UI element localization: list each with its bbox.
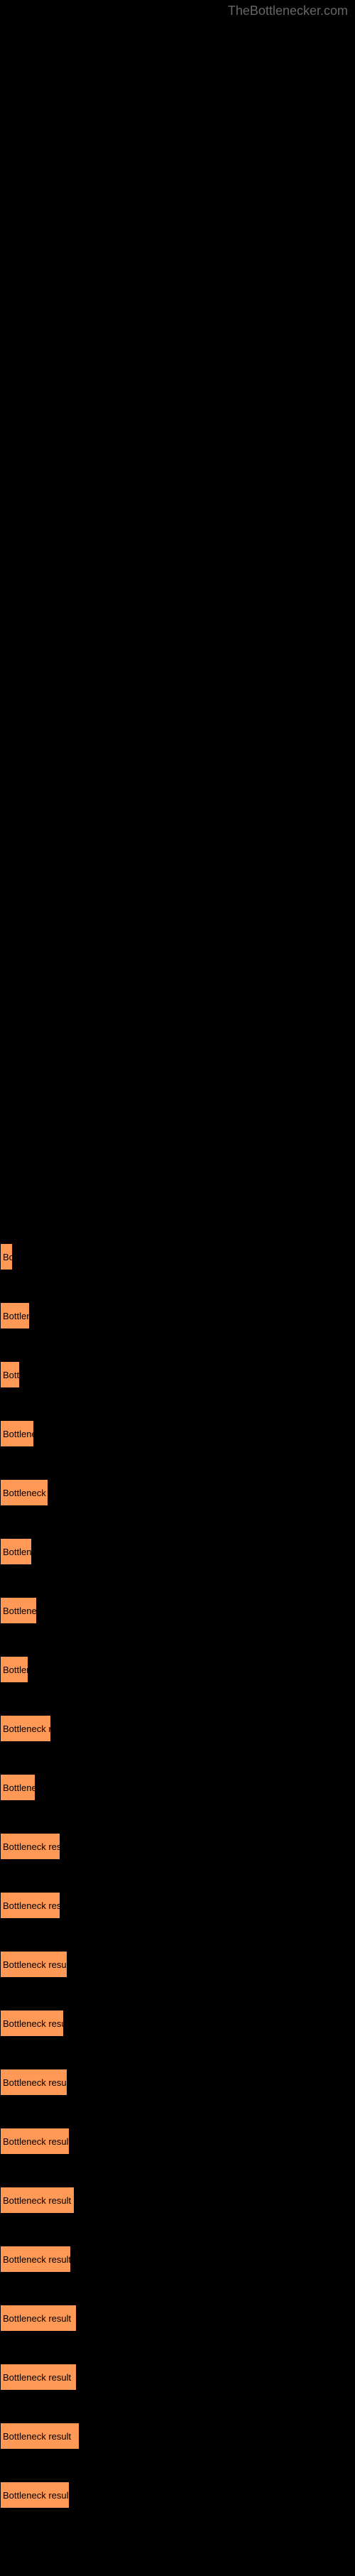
bar-row: Bottleneck result <box>0 2187 355 2214</box>
bar-row: Bottleneck result <box>0 1892 355 1919</box>
bar-row: Bottlene <box>0 1302 355 1329</box>
bar: Bottleneck result <box>0 2128 70 2155</box>
bar: Bottleneck result <box>0 2069 67 2096</box>
bar-label: Bottleneck res <box>3 1723 51 1734</box>
bar-label: Bottlenec <box>3 1547 32 1557</box>
bar-row: Bottleneck <box>0 1774 355 1801</box>
bar: Bottleneck result <box>0 2364 77 2391</box>
bar-label: Bottleneck result <box>3 2136 70 2147</box>
bar-label: Bottleneck result <box>3 2195 71 2206</box>
bar: Bottleneck <box>0 1774 36 1801</box>
bar: Bottleneck result <box>0 2010 64 2037</box>
bar: Bottleneck <box>0 1597 37 1624</box>
bar-label: Bottleneck re <box>3 1488 48 1498</box>
bar-row: Bo <box>0 1243 355 1270</box>
bar: Bottleneck result <box>0 1951 67 1978</box>
bar-label: Bottleneck result <box>3 1959 67 1970</box>
bar: Bottleneck result <box>0 2246 71 2273</box>
bar-label: Bottleneck result <box>3 2254 71 2265</box>
bar-row: Bottleneck result <box>0 2010 355 2037</box>
bar-label: Bottleneck result <box>3 2431 71 2442</box>
bar-row: Bottleneck result <box>0 2069 355 2096</box>
bar: Bottleneck result <box>0 1833 60 1860</box>
bar-row: Bottleneck <box>0 1420 355 1447</box>
bar-label: Bo <box>3 1252 13 1262</box>
bar-row: Bottl <box>0 1361 355 1388</box>
bar-label: Bottleneck <box>3 1782 36 1793</box>
bar-label: Bottleneck result <box>3 2490 70 2501</box>
bar-label: Bottlene <box>3 1311 30 1321</box>
bar-label: Bottleneck result <box>3 2313 71 2324</box>
bar-label: Bottleneck <box>3 1606 37 1616</box>
bar-label: Bottleneck result <box>3 1900 60 1911</box>
bar: Bottlene <box>0 1656 28 1683</box>
bar-row: Bottleneck result <box>0 2364 355 2391</box>
bar-row: Bottleneck result <box>0 1951 355 1978</box>
bar-label: Bottleneck <box>3 1429 34 1439</box>
bar-label: Bottleneck result <box>3 2018 64 2029</box>
bar: Bottl <box>0 1361 20 1388</box>
bar-row: Bottleneck result <box>0 2246 355 2273</box>
bar-row: Bottlene <box>0 1656 355 1683</box>
bar: Bottleneck res <box>0 1715 51 1742</box>
bar-row: Bottleneck <box>0 1597 355 1624</box>
bar: Bottleneck result <box>0 1892 60 1919</box>
watermark-text: TheBottlenecker.com <box>228 4 348 18</box>
bar-row: Bottleneck res <box>0 1715 355 1742</box>
bar-label: Bottlene <box>3 1665 28 1675</box>
bar: Bo <box>0 1243 13 1270</box>
bar-label: Bottleneck result <box>3 2077 67 2088</box>
bar-row: Bottleneck result <box>0 2128 355 2155</box>
bar: Bottleneck <box>0 1420 34 1447</box>
bar: Bottlenec <box>0 1538 32 1565</box>
bar-row: Bottleneck result <box>0 2305 355 2332</box>
bar-row: Bottleneck result <box>0 1833 355 1860</box>
bar: Bottleneck result <box>0 2423 80 2450</box>
bar-row: Bottleneck result <box>0 2482 355 2509</box>
bar-chart: Bo Bottlene Bottl Bottleneck Bottleneck re Bo… <box>0 0 355 2576</box>
bar-row: Bottlenec <box>0 1538 355 1565</box>
bar-row: Bottleneck re <box>0 1479 355 1506</box>
bar: Bottlene <box>0 1302 30 1329</box>
bar-label: Bottleneck result <box>3 2372 71 2383</box>
bar: Bottleneck result <box>0 2305 77 2332</box>
bar-label: Bottleneck result <box>3 1841 60 1852</box>
bar-row: Bottleneck result <box>0 2423 355 2450</box>
bar: Bottleneck re <box>0 1479 48 1506</box>
bar: Bottleneck result <box>0 2482 70 2509</box>
bar: Bottleneck result <box>0 2187 75 2214</box>
bar-label: Bottl <box>3 1370 20 1380</box>
